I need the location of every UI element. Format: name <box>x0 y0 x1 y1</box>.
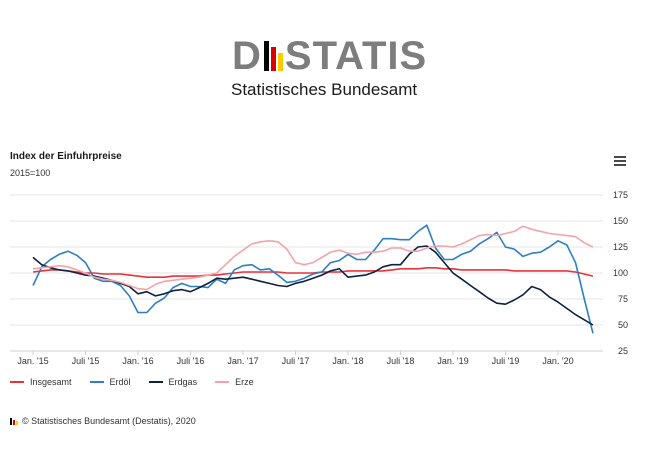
legend-item-erdöl[interactable]: Erdöl <box>89 377 131 387</box>
x-tick-label: Juli '19 <box>492 356 520 366</box>
logo-letter-d: D <box>232 34 262 78</box>
legend-item-erdgas[interactable]: Erdgas <box>148 377 198 387</box>
y-tick-label: 25 <box>618 346 628 356</box>
x-tick-label: Juli '18 <box>387 356 415 366</box>
chart-subtitle: 2015=100 <box>10 168 51 178</box>
y-tick-label: 100 <box>613 268 628 278</box>
y-tick-label: 150 <box>613 216 628 226</box>
logo-wordmark: D STATIS <box>232 36 427 76</box>
x-tick-label: Jan. '16 <box>122 356 153 366</box>
x-tick-label: Juli '16 <box>177 356 205 366</box>
y-tick-label: 75 <box>618 294 628 304</box>
credit-text: © Statistisches Bundesamt (Destatis), 20… <box>22 416 196 426</box>
chart-legend: Insgesamt Erdöl Erdgas Erze <box>10 377 254 387</box>
legend-swatch <box>89 381 104 383</box>
legend-item-insgesamt[interactable]: Insgesamt <box>10 377 72 387</box>
x-tick-label: Juli '17 <box>282 356 310 366</box>
legend-label: Erze <box>235 377 254 387</box>
x-tick-label: Jan. '17 <box>227 356 258 366</box>
logo-flag-icon <box>263 41 283 71</box>
x-tick-label: Juli '15 <box>72 356 100 366</box>
x-tick-label: Jan. '19 <box>437 356 468 366</box>
x-tick-label: Jan. '20 <box>542 356 573 366</box>
legend-swatch <box>215 381 230 383</box>
chart-menu-button[interactable] <box>614 155 626 167</box>
hamburger-icon <box>614 156 626 158</box>
x-tick-label: Jan. '15 <box>17 356 48 366</box>
destatis-mini-logo-icon <box>10 417 18 425</box>
hamburger-icon-bar <box>614 160 626 162</box>
y-tick-label: 125 <box>613 242 628 252</box>
logo-letters-statis: STATIS <box>284 34 428 78</box>
series-line-erdgas[interactable] <box>32 245 594 326</box>
chart-title: Index der Einfuhrpreise <box>10 151 122 162</box>
legend-label: Erdgas <box>168 377 198 387</box>
legend-swatch <box>148 381 163 383</box>
series-line-erdöl[interactable] <box>32 224 594 334</box>
series-line-insgesamt[interactable] <box>32 266 594 279</box>
logo-subtitle: Statistisches Bundesamt <box>231 80 418 99</box>
legend-label: Insgesamt <box>30 377 72 387</box>
legend-swatch <box>10 381 24 383</box>
legend-label: Erdöl <box>109 377 131 387</box>
copyright-credit: © Statistisches Bundesamt (Destatis), 20… <box>10 416 196 426</box>
destatis-logo: D STATIS Statistisches Bundesamt <box>214 28 436 108</box>
legend-item-erze[interactable]: Erze <box>215 377 254 387</box>
y-tick-label: 50 <box>618 320 628 330</box>
x-tick-label: Jan. '18 <box>332 356 363 366</box>
series-line-erze[interactable] <box>32 225 594 291</box>
hamburger-icon-bar <box>614 164 626 166</box>
y-tick-label: 175 <box>613 190 628 200</box>
